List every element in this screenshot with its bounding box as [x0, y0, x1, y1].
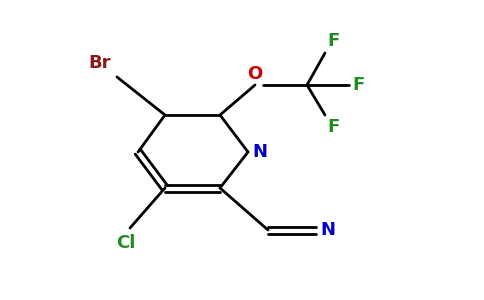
Text: N: N — [320, 221, 335, 239]
Text: Br: Br — [89, 54, 111, 72]
Text: N: N — [252, 143, 267, 161]
Text: F: F — [327, 118, 339, 136]
Text: O: O — [247, 65, 263, 83]
Text: Cl: Cl — [116, 234, 136, 252]
Text: F: F — [327, 32, 339, 50]
Text: F: F — [352, 76, 364, 94]
